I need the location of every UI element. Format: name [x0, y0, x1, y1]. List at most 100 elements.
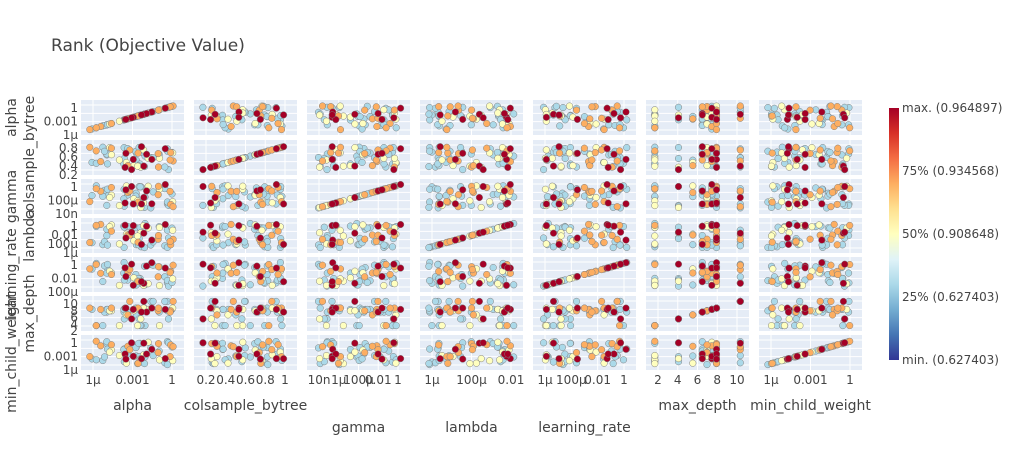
data-point [336, 238, 345, 247]
data-point [768, 304, 776, 312]
data-point [555, 200, 563, 208]
panel-colsample_bytree-vs-min_child_weight [194, 335, 297, 370]
data-point [374, 222, 382, 230]
x-tick-label: 1μ [85, 373, 101, 387]
x-axis-label-alpha: alpha [113, 398, 152, 414]
data-point [542, 113, 550, 121]
data-point [689, 281, 697, 289]
data-point [121, 199, 129, 207]
data-point [361, 307, 369, 315]
data-point [380, 241, 388, 249]
data-point [129, 305, 137, 313]
data-point [235, 345, 243, 353]
data-point [137, 143, 146, 151]
data-point [328, 355, 336, 363]
data-point [346, 237, 354, 245]
data-point [506, 180, 514, 189]
data-point [239, 182, 247, 190]
data-point [573, 115, 581, 123]
data-point [479, 182, 487, 191]
data-point [336, 143, 345, 151]
data-point [238, 315, 246, 323]
data-point [378, 115, 386, 123]
data-point [548, 182, 556, 190]
data-point [115, 322, 123, 330]
data-point [107, 151, 116, 159]
data-point [136, 183, 144, 191]
data-point [504, 221, 512, 229]
data-point [780, 322, 789, 330]
data-point [224, 182, 232, 190]
data-point [504, 199, 512, 207]
data-point [328, 155, 336, 163]
data-point [616, 322, 624, 330]
data-point [674, 114, 683, 122]
data-point [378, 149, 386, 157]
data-point [233, 322, 241, 330]
data-point [207, 163, 215, 171]
data-point [143, 222, 151, 230]
data-point [674, 355, 683, 363]
data-point [792, 103, 800, 111]
data-point [542, 146, 550, 154]
panel-gamma-vs-learning_rate [307, 257, 410, 292]
data-point [122, 355, 130, 363]
data-point [792, 187, 800, 195]
data-point [397, 355, 405, 363]
data-point [833, 103, 841, 111]
data-point [834, 144, 842, 152]
panel-lambda-vs-alpha [420, 100, 523, 135]
panel-min_child_weight-vs-gamma [759, 179, 862, 214]
data-point [708, 145, 716, 153]
panel-lambda-vs-gamma [420, 179, 523, 214]
data-point [274, 270, 282, 279]
data-point [378, 355, 386, 363]
data-point [565, 275, 574, 283]
data-point [161, 104, 169, 112]
data-point [169, 203, 177, 211]
data-point [698, 103, 706, 111]
data-point [459, 149, 467, 157]
data-point [107, 227, 115, 235]
y-tick-label: 0.01 [51, 228, 78, 242]
x-axis-label-min_child_weight: min_child_weight [750, 398, 871, 414]
data-point [134, 322, 142, 330]
data-point [86, 238, 94, 247]
data-point [689, 311, 697, 319]
data-point [588, 156, 596, 164]
data-point [698, 200, 706, 208]
data-point [549, 297, 558, 305]
data-point [148, 345, 156, 353]
data-point [137, 111, 146, 119]
data-point [542, 322, 550, 330]
data-point [833, 241, 841, 249]
data-point [586, 115, 594, 123]
data-point [103, 241, 112, 249]
data-point [207, 221, 215, 229]
data-point [712, 126, 721, 134]
data-point [272, 264, 280, 272]
data-point [425, 163, 433, 171]
data-point [708, 155, 716, 163]
data-point [617, 166, 625, 174]
x-tick-label: 0.2 [196, 373, 215, 387]
data-point [316, 163, 324, 171]
data-point [585, 220, 593, 228]
data-point [351, 162, 359, 170]
data-point [219, 185, 227, 193]
data-point [806, 235, 814, 243]
data-point [580, 183, 588, 192]
data-point [703, 162, 711, 170]
data-point [486, 198, 494, 206]
data-point [428, 322, 436, 330]
data-point [199, 166, 207, 174]
data-point [792, 143, 800, 151]
data-point [651, 260, 659, 269]
data-point [280, 111, 288, 119]
data-point [459, 355, 467, 363]
data-point [239, 322, 247, 330]
data-point [435, 103, 443, 111]
data-point [712, 108, 721, 116]
data-point [322, 117, 331, 125]
data-point [588, 353, 596, 361]
